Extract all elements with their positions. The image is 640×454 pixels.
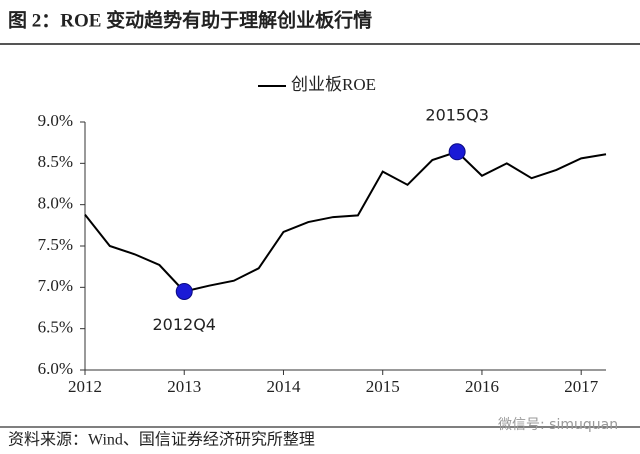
annotation: 2012Q4 — [152, 315, 216, 334]
y-tick-label: 6.0% — [38, 359, 73, 378]
y-tick-label: 6.5% — [38, 318, 73, 337]
x-tick-label: 2015 — [366, 377, 400, 396]
y-tick-label: 7.5% — [38, 235, 73, 254]
y-tick-label: 8.0% — [38, 194, 73, 213]
data-line — [84, 150, 607, 293]
y-tick-label: 9.0% — [38, 111, 73, 130]
y-tick-label: 7.0% — [38, 276, 73, 295]
x-tick-label: 2013 — [167, 377, 201, 396]
highlight-marker — [175, 282, 193, 300]
x-tick-label: 2012 — [68, 377, 102, 396]
x-tick-label: 2017 — [564, 377, 599, 396]
chart-title: 图 2：ROE 变动趋势有助于理解创业板行情 — [8, 8, 372, 31]
x-tick-label: 2016 — [465, 377, 499, 396]
watermark: 微信号: simuquan — [498, 417, 618, 433]
highlight-marker — [448, 143, 466, 161]
source-note: 资料来源：Wind、国信证券经济研究所整理 — [8, 431, 315, 449]
annotation: 2015Q3 — [425, 105, 489, 124]
x-tick-label: 2014 — [266, 377, 301, 396]
y-tick-label: 8.5% — [38, 152, 73, 171]
legend-label: 创业板ROE — [291, 75, 376, 94]
